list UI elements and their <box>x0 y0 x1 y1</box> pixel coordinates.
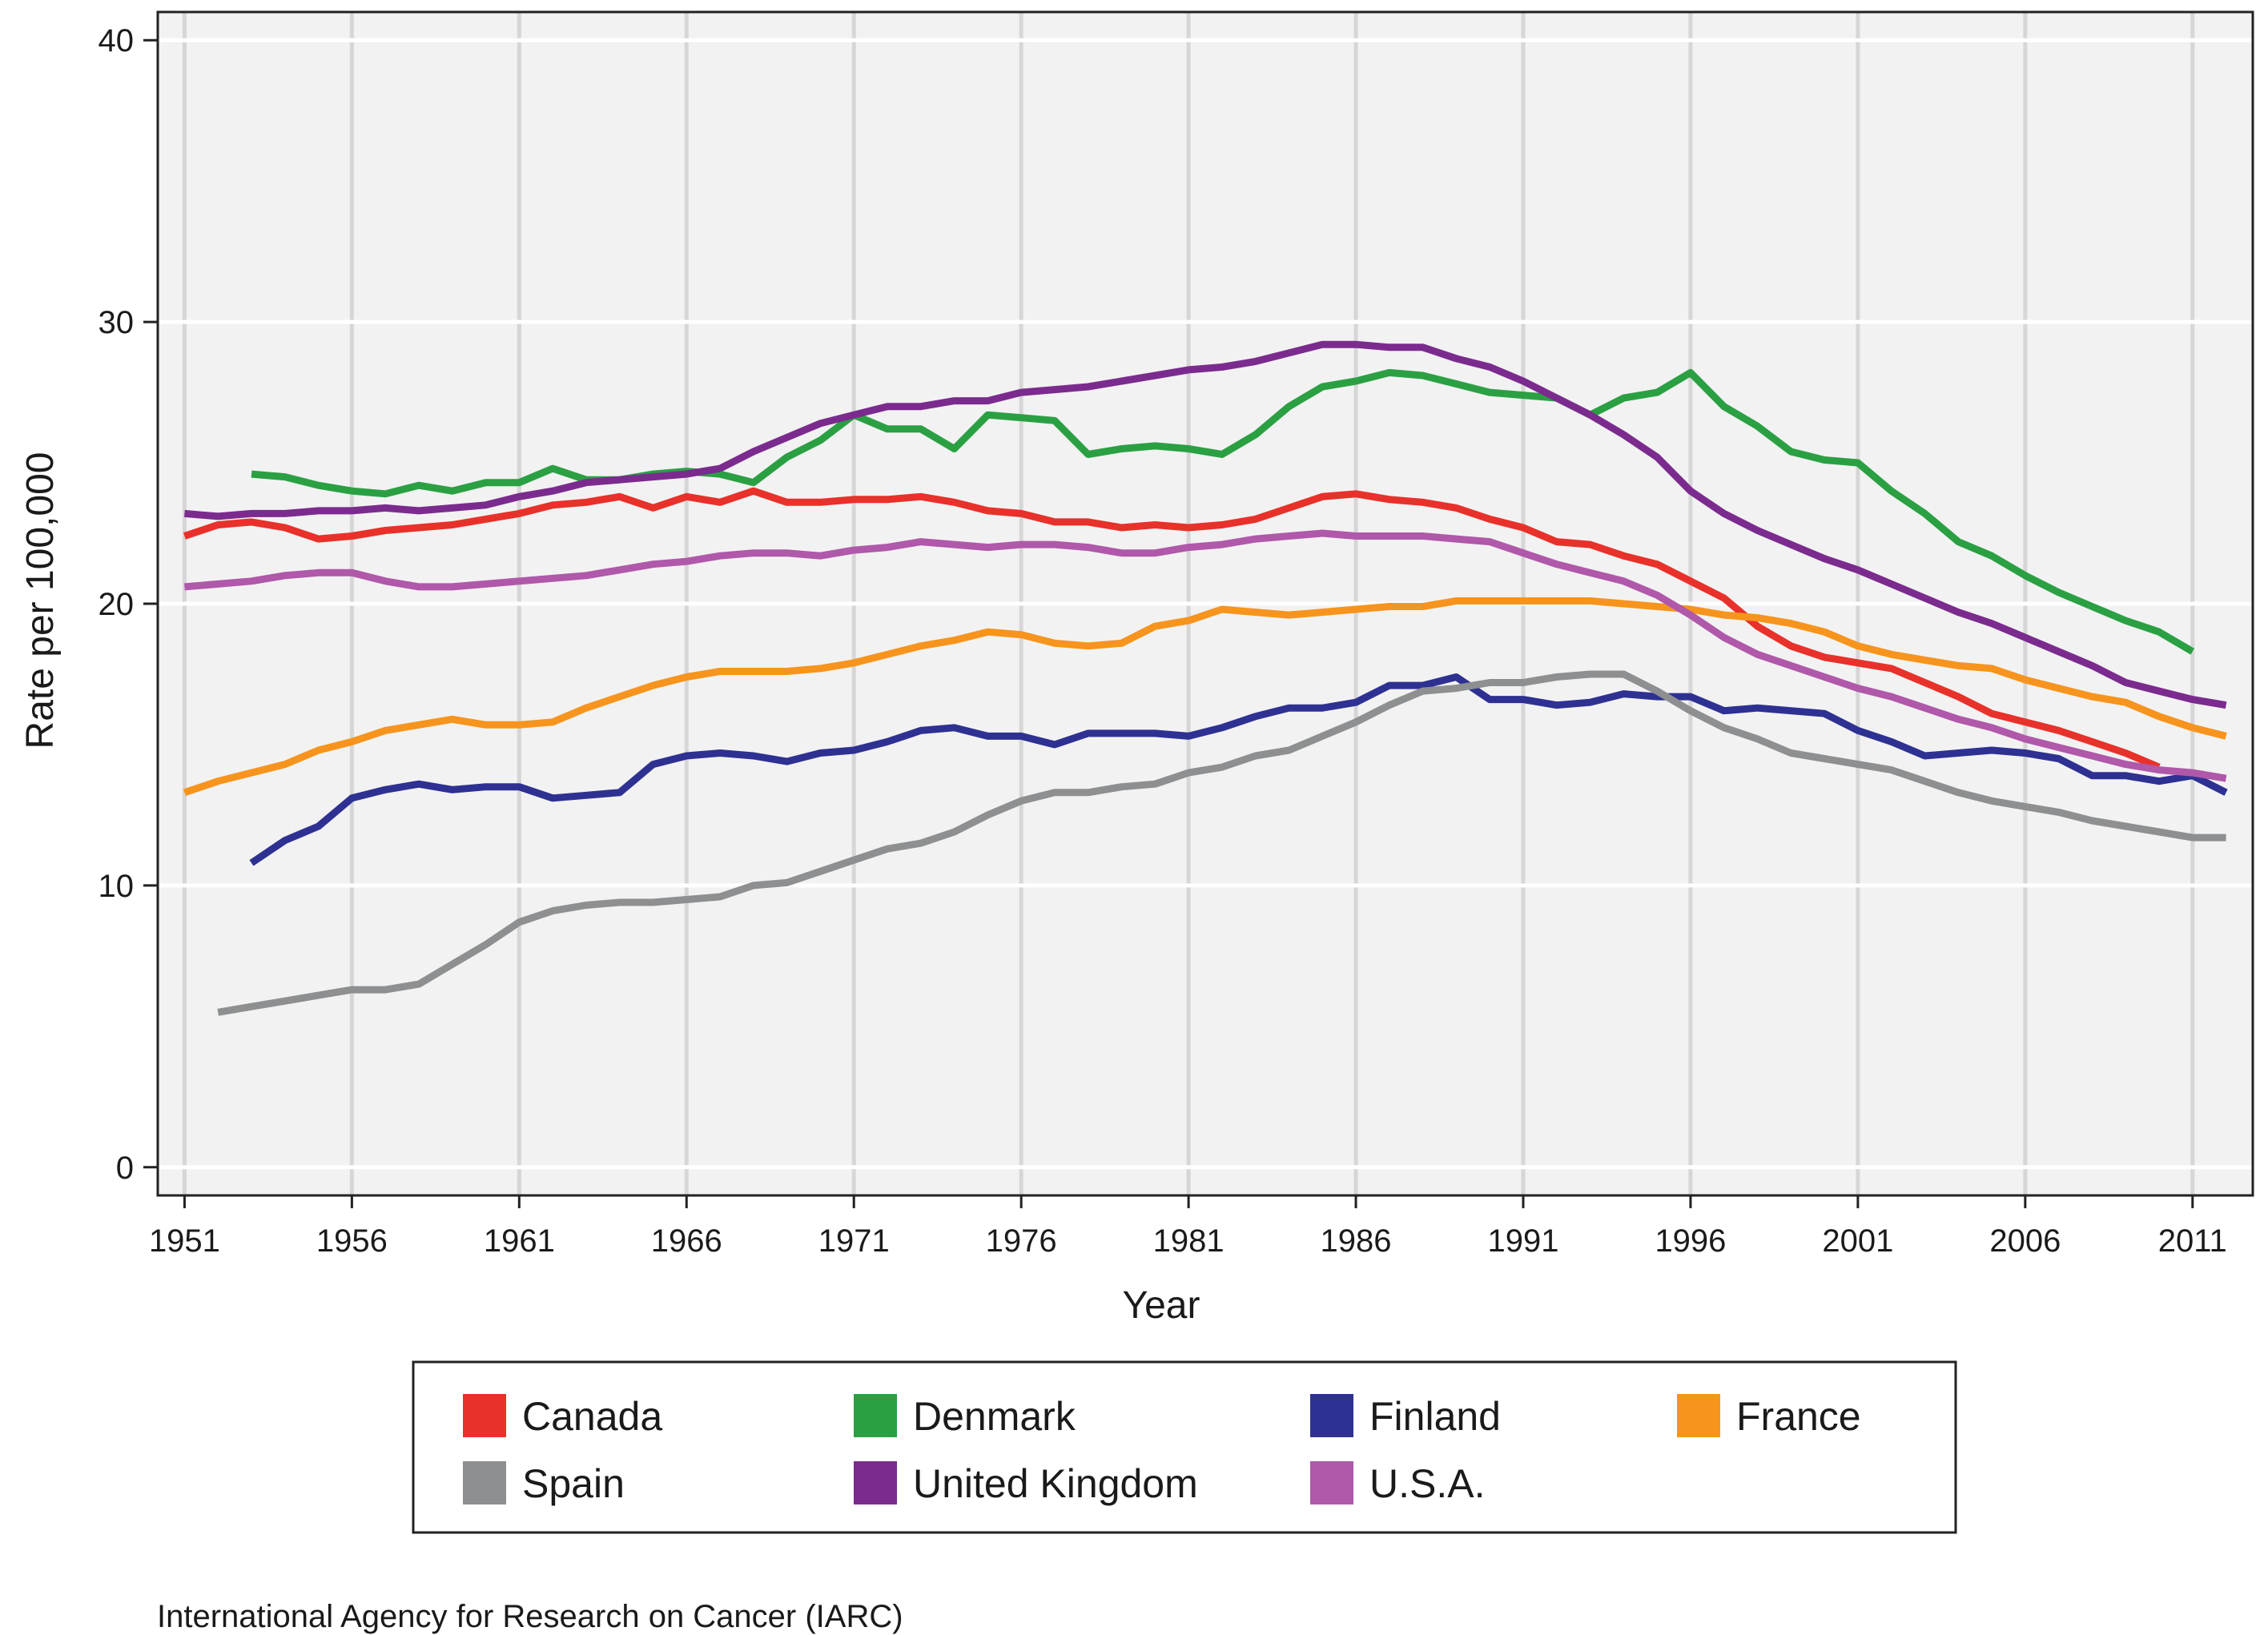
y-tick-label: 0 <box>116 1151 134 1186</box>
legend-box <box>412 1360 1957 1534</box>
x-tick-label: 1961 <box>484 1223 555 1259</box>
legend-label-finland: Finland <box>1369 1394 1501 1439</box>
x-tick-label: 2011 <box>2158 1223 2227 1259</box>
x-tick-label: 1956 <box>316 1223 388 1259</box>
y-tick-label: 30 <box>99 305 135 340</box>
series-line-canada <box>183 487 2161 771</box>
legend-swatch-denmark <box>854 1394 897 1437</box>
x-tick-label: 1976 <box>986 1223 1057 1259</box>
x-tick-label: 2001 <box>1822 1223 1893 1259</box>
legend-label-united-kingdom: United Kingdom <box>913 1461 1198 1506</box>
y-tick-label: 20 <box>99 587 135 622</box>
series-line-denmark <box>251 368 2195 655</box>
series-line-united-kingdom <box>184 340 2227 709</box>
legend-swatch-united-kingdom <box>854 1461 897 1504</box>
x-tick-label: 1996 <box>1655 1223 1726 1259</box>
series-lines <box>183 340 2228 1016</box>
legend-label-france: France <box>1736 1394 1861 1439</box>
y-tick-label: 40 <box>99 23 135 58</box>
y-tick-label: 10 <box>99 869 135 904</box>
legend-label-spain: Spain <box>522 1461 625 1506</box>
x-tick-label: 2006 <box>1989 1223 2061 1259</box>
series-line-finland <box>249 673 2228 866</box>
legend-swatch-canada <box>463 1394 506 1437</box>
x-tick-label: 1991 <box>1488 1223 1559 1259</box>
source-note: International Agency for Research on Can… <box>157 1599 903 1634</box>
legend: Canada Denmark Finland France Spain United Ki… <box>412 1360 1957 1534</box>
legend-label-u-s-a: U.S.A. <box>1369 1461 1485 1506</box>
legend-swatch-france <box>1677 1394 1720 1437</box>
axes: 1951 1956 1961 1966 1971 1976 1981 1986 1991 1996… <box>99 23 2227 1259</box>
x-tick-label: 1981 <box>1153 1223 1224 1259</box>
x-tick-label: 1986 <box>1321 1223 1392 1259</box>
series-line-u-s-a <box>184 529 2227 782</box>
gridlines <box>158 12 2253 1195</box>
legend-swatch-finland <box>1310 1394 1353 1437</box>
x-axis-title: Year <box>1123 1284 1200 1327</box>
legend-swatch-u-s-a <box>1310 1461 1353 1504</box>
x-tick-label: 1966 <box>651 1223 722 1259</box>
y-axis-title: Rate per 100,000 <box>19 452 62 749</box>
series-line-france <box>183 597 2227 797</box>
series-line-spain <box>217 670 2226 1016</box>
x-tick-label: 1971 <box>818 1223 890 1259</box>
x-tick-label: 1951 <box>149 1223 220 1259</box>
legend-swatch-spain <box>463 1461 506 1504</box>
legend-label-canada: Canada <box>522 1394 662 1439</box>
legend-label-denmark: Denmark <box>913 1394 1076 1439</box>
